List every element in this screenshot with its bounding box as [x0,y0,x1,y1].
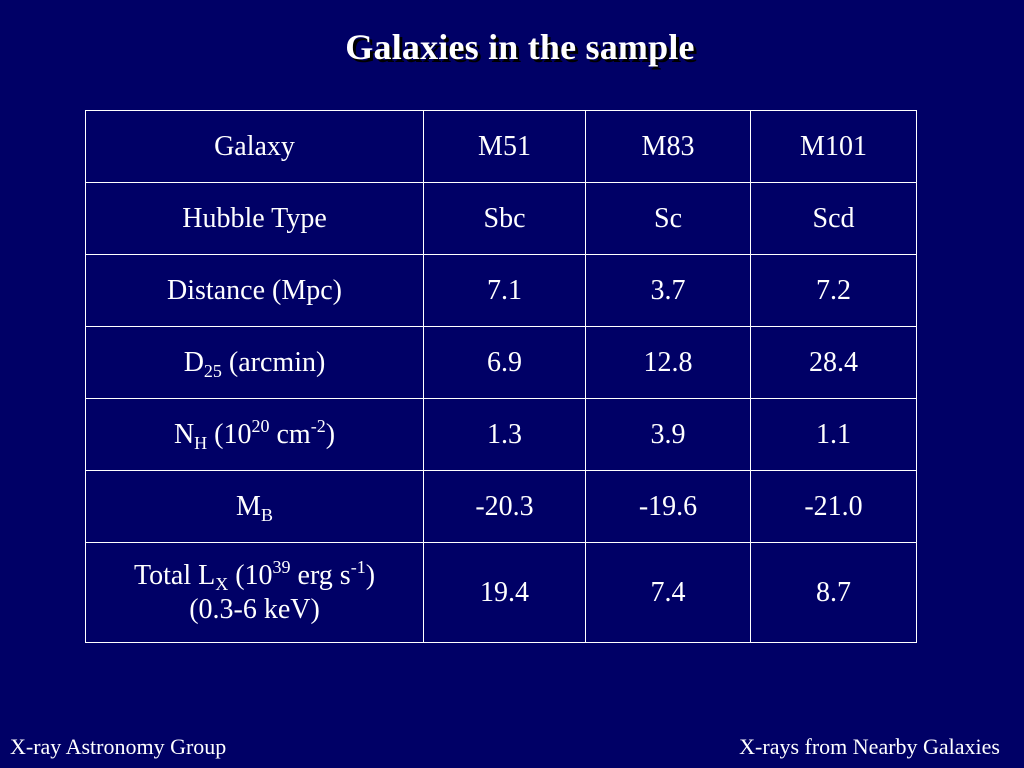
table-cell: 8.7 [750,542,917,643]
table-cell: Sbc [423,182,586,255]
table-cell: -21.0 [750,470,917,543]
header-cell-galaxy: Galaxy [85,110,424,183]
table-cell: 19.4 [423,542,586,643]
row-label-total-lx: Total LX (1039 erg s-1) (0.3-6 keV) [85,542,424,643]
table-header-row: Galaxy M51 M83 M101 [85,110,917,183]
table-cell: 3.9 [585,398,751,471]
table-cell: 3.7 [585,254,751,327]
label-text: (10 [228,559,273,591]
table-cell: -20.3 [423,470,586,543]
table-row-hubble-type: Hubble Type Sbc Sc Scd [85,182,917,255]
table-row-d25: D25 (arcmin) 6.9 12.8 28.4 [85,326,917,399]
label-superscript: -1 [350,556,366,577]
row-label-mb: MB [85,470,424,543]
label-text: N [173,418,195,450]
row-label-distance: Distance (Mpc) [85,254,424,327]
slide-title: Galaxies in the sample [345,27,695,67]
table-row-mb: MB -20.3 -19.6 -21.0 [85,470,917,543]
row-label-d25: D25 (arcmin) [85,326,424,399]
table-cell: 12.8 [585,326,751,399]
label-text: ) [325,418,336,450]
table-row-distance: Distance (Mpc) 7.1 3.7 7.2 [85,254,917,327]
table-cell: 7.2 [750,254,917,327]
table-cell: Sc [585,182,751,255]
label-subscript: B [260,504,273,525]
label-text: ) [365,559,376,591]
table-row-nh: NH (1020 cm-2) 1.3 3.9 1.1 [85,398,917,471]
label-superscript: -2 [310,415,326,436]
label-text: M [236,490,261,522]
table-cell: 6.9 [423,326,586,399]
galaxy-table: Galaxy M51 M83 M101 Hubble Type Sbc Sc S… [85,110,917,643]
table-cell: -19.6 [585,470,751,543]
label-subscript: 25 [203,360,222,381]
label-text: (arcmin) [221,346,326,378]
row-label-nh: NH (1020 cm-2) [85,398,424,471]
label-text: (10 [207,418,252,450]
footer-left-text: X-ray Astronomy Group [10,734,227,759]
table-cell: 7.4 [585,542,751,643]
table-cell: 28.4 [750,326,917,399]
header-cell-m83: M83 [585,110,751,183]
table-cell: 1.3 [423,398,586,471]
label-subscript: H [194,432,208,453]
label-text: erg s [290,559,351,591]
label-subscript: X [215,573,229,594]
label-text: D [183,346,204,378]
table-cell: 1.1 [750,398,917,471]
footer-right-text: X-rays from Nearby Galaxies [739,734,1000,759]
row-label-hubble-type: Hubble Type [85,182,424,255]
label-text-line2: (0.3-6 keV) [189,593,320,625]
table-row-total-lx: Total LX (1039 erg s-1) (0.3-6 keV) 19.4 … [85,542,917,643]
label-superscript: 39 [272,556,291,577]
table-cell: Scd [750,182,917,255]
table-cell: 7.1 [423,254,586,327]
header-cell-m51: M51 [423,110,586,183]
label-text: cm [269,418,311,450]
label-superscript: 20 [251,415,270,436]
label-text: Total L [133,559,216,591]
header-cell-m101: M101 [750,110,917,183]
